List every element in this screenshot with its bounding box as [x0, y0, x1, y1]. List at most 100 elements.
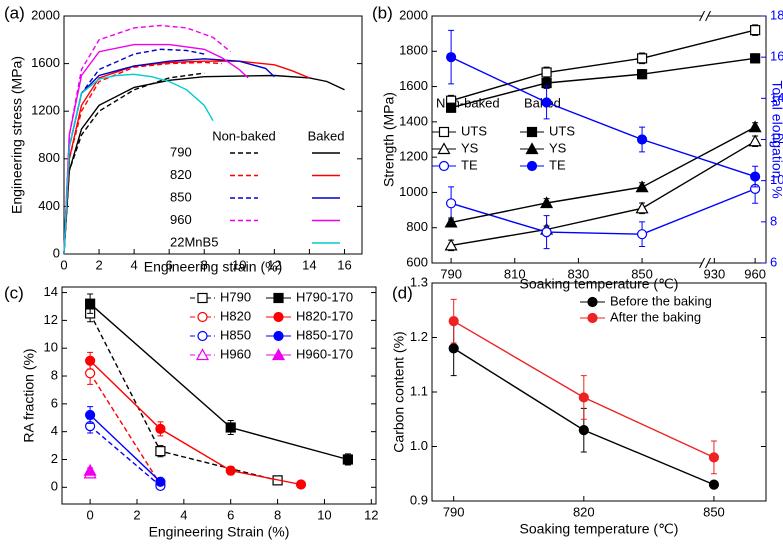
data-line [89, 414, 161, 483]
y-tick-label: 1400 [399, 113, 428, 128]
panel-label: (b) [372, 3, 393, 22]
data-point [748, 134, 762, 147]
data-point [448, 343, 459, 354]
x-axis-label: Engineering strain (%) [144, 259, 283, 275]
legend-label: 960 [170, 212, 192, 227]
legend-label: 22MnB5 [170, 234, 218, 249]
x-tick-label: 930 [703, 266, 725, 281]
x-tick-label: 820 [573, 504, 595, 519]
data-point [85, 355, 96, 366]
x-tick-label: 790 [440, 266, 462, 281]
legend-marker [526, 126, 538, 138]
y-tick-label: 1.2 [410, 329, 428, 344]
data-point [708, 452, 720, 463]
data-point [342, 454, 353, 465]
legend-marker [197, 330, 208, 342]
data-point [225, 465, 236, 476]
x-tick-label: 6 [227, 507, 234, 522]
x-tick-label: 8 [274, 507, 281, 522]
y2-axis-label: Total elongation, % [769, 80, 783, 198]
panel-label: (a) [4, 3, 25, 22]
data-line [63, 43, 249, 255]
y-axis-label: RA fraction (%) [21, 348, 37, 442]
data-point [750, 25, 761, 36]
y-tick-label: 8 [51, 367, 58, 382]
legend-label: YS [549, 140, 567, 155]
x-axis-label: Soaking temperature (℃) [520, 521, 679, 537]
y-tick-label: 1000 [399, 184, 428, 199]
x-tick-label: 12 [364, 507, 378, 522]
data-line [63, 60, 310, 255]
y-tick-label: 0 [53, 245, 60, 260]
data-point [444, 215, 458, 228]
data-point [83, 463, 97, 476]
data-point [540, 196, 554, 209]
y2-tick-label: 12 [770, 131, 783, 146]
x-axis-label: Engineering Strain (%) [149, 524, 290, 540]
y2-tick-label: 6 [770, 254, 777, 269]
data-point [636, 69, 648, 80]
y2-tick-label: 10 [770, 172, 783, 187]
x-tick-label: 830 [568, 266, 590, 281]
legend-header: Baked [308, 128, 345, 143]
y-tick-label: 2 [51, 451, 58, 466]
legend-label: H820-170 [296, 308, 353, 323]
y-tick-label: 10 [44, 340, 58, 355]
y-tick-label: 12 [44, 312, 58, 327]
y-tick-label: 0 [51, 479, 58, 494]
legend-label: H790-170 [296, 289, 353, 304]
x-tick-label: 8 [201, 257, 208, 272]
data-line [450, 188, 756, 235]
legend-label: Before the baking [610, 293, 712, 308]
plot-frame [63, 15, 363, 255]
y-tick-label: 800 [406, 219, 428, 234]
legend-label: 790 [170, 144, 192, 159]
data-point [748, 120, 762, 133]
y-tick-label: 800 [38, 150, 60, 165]
data-line [450, 126, 756, 224]
y-tick-label: 1800 [399, 43, 428, 58]
y-tick-label: 14 [44, 284, 58, 299]
data-line [63, 61, 222, 255]
y2-tick-label: 8 [770, 213, 777, 228]
y-tick-label: 1.0 [410, 438, 428, 453]
data-line [450, 57, 756, 109]
legend-label: UTS [549, 123, 575, 138]
x-tick-label: 10 [232, 257, 246, 272]
data-point [444, 238, 458, 251]
data-point [636, 229, 648, 240]
legend-marker [525, 142, 539, 155]
legend-label: H850-170 [296, 327, 353, 342]
y-tick-label: 0.9 [410, 492, 428, 507]
y2-tick-label: 18 [770, 7, 783, 22]
data-point [155, 446, 166, 457]
data-point [85, 368, 96, 379]
panel-label: (c) [4, 283, 24, 302]
axis-break [699, 257, 711, 269]
data-point [85, 409, 96, 421]
data-point [85, 298, 96, 309]
legend-label: H790 [220, 289, 251, 304]
legend-marker [587, 296, 598, 308]
y-tick-label: 1200 [399, 149, 428, 164]
legend-label: After the baking [610, 309, 701, 324]
x-tick-label: 850 [631, 266, 653, 281]
legend-marker [438, 160, 450, 172]
data-line [63, 74, 345, 255]
x-tick-label: 12 [267, 257, 281, 272]
data-point [578, 425, 589, 436]
x-tick-label: 960 [744, 266, 766, 281]
data-point [750, 53, 761, 64]
y-axis-label: Carbon content (%) [391, 331, 407, 452]
x-tick-label: 10 [317, 507, 331, 522]
axis-break [702, 14, 708, 18]
panel-label: (d) [392, 283, 413, 302]
x-tick-label: 2 [95, 257, 102, 272]
y-tick-label: 2000 [31, 7, 60, 22]
data-point [155, 476, 166, 487]
plot-frame [431, 282, 767, 502]
x-tick-label: 2 [133, 507, 140, 522]
x-tick-label: 850 [703, 504, 725, 519]
data-point [448, 316, 459, 327]
data-point [635, 201, 649, 214]
